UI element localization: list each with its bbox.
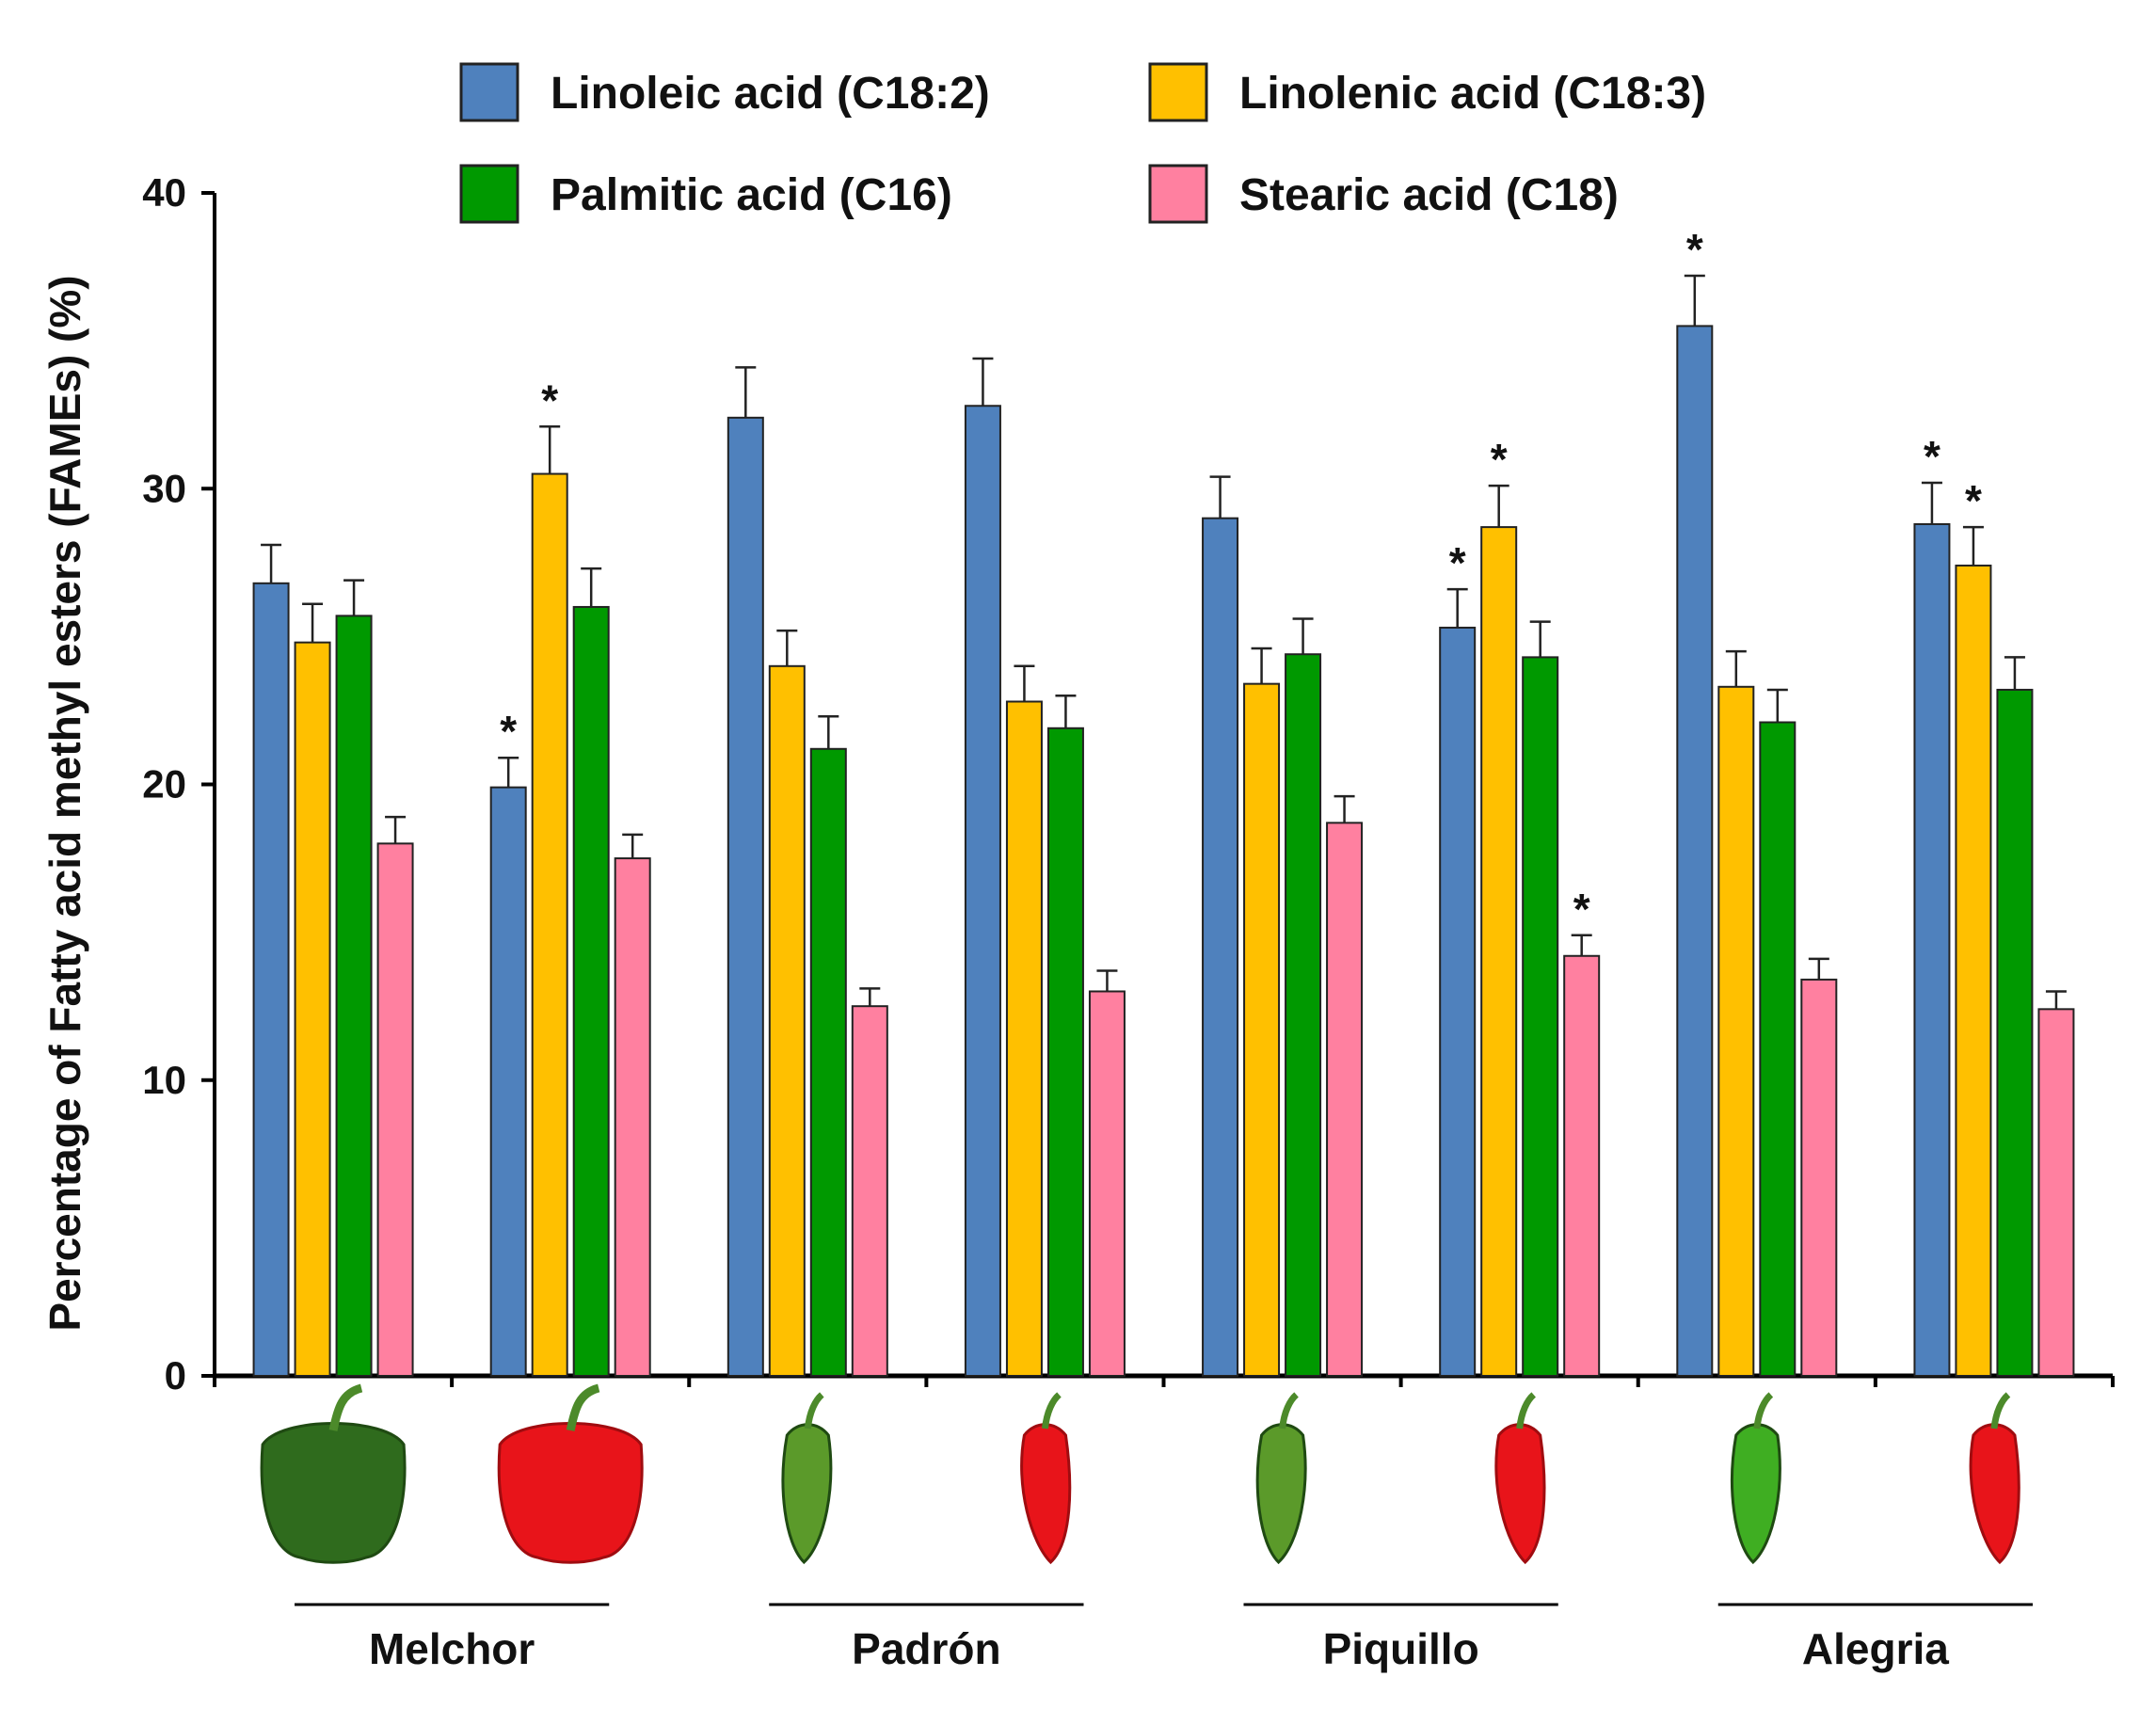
pepper-stem xyxy=(328,1383,363,1431)
bar-1-2 xyxy=(489,786,527,1377)
legend-label: Palmitic acid (C16) xyxy=(551,170,952,220)
bar-2-8 xyxy=(1955,564,1992,1377)
bar-1-5 xyxy=(1202,517,1239,1377)
legend-swatch xyxy=(1148,62,1208,122)
bar-2-1 xyxy=(294,641,331,1377)
pepper-stem xyxy=(1516,1392,1537,1430)
bar-1-8 xyxy=(1913,522,1951,1377)
significance-marker: * xyxy=(1449,538,1466,587)
group-label-melchor: Melchor xyxy=(369,1624,535,1673)
bar-1-7 xyxy=(1676,325,1714,1378)
bar-3-6 xyxy=(1522,656,1559,1377)
y-tick-label: 40 xyxy=(142,170,186,215)
bar-1-4 xyxy=(964,405,1001,1377)
group-label-alegria: Alegria xyxy=(1802,1624,1949,1673)
significance-marker: * xyxy=(1924,432,1940,481)
y-tick-label: 10 xyxy=(142,1058,186,1102)
pepper-stem xyxy=(1753,1392,1774,1430)
legend-swatch xyxy=(1148,164,1208,224)
bar-1-3 xyxy=(727,416,764,1377)
red-piquillo-pepper-image xyxy=(1494,1423,1546,1565)
bar-3-2 xyxy=(572,605,610,1377)
bar-2-7 xyxy=(1717,685,1755,1377)
legend-swatch xyxy=(459,62,519,122)
bar-4-1 xyxy=(376,842,414,1377)
pepper-stem xyxy=(1041,1392,1062,1430)
y-tick-label: 20 xyxy=(142,762,186,807)
bar-4-7 xyxy=(1800,978,1838,1378)
bar-2-6 xyxy=(1480,526,1518,1377)
y-axis-title: Percentage of Fatty acid methyl esters (… xyxy=(40,275,89,1331)
significance-marker: * xyxy=(1573,885,1590,934)
green-bell-pepper-image xyxy=(260,1422,407,1564)
bar-1-1 xyxy=(252,582,290,1377)
bar-4-3 xyxy=(851,1005,888,1377)
bar-4-6 xyxy=(1563,954,1601,1377)
bar-4-4 xyxy=(1088,990,1126,1377)
red-alegria-pepper-image xyxy=(1969,1423,2020,1565)
bar-1-6 xyxy=(1439,626,1477,1377)
pepper-stem xyxy=(566,1383,600,1431)
legend-label: Stearic acid (C18) xyxy=(1239,170,1619,220)
significance-marker: * xyxy=(541,375,558,424)
pepper-stem xyxy=(804,1392,824,1430)
bar-3-4 xyxy=(1046,727,1084,1377)
bar-3-8 xyxy=(1996,688,2034,1377)
red-padrón-pepper-image xyxy=(1020,1423,1072,1565)
significance-marker: * xyxy=(500,707,517,756)
bar-4-8 xyxy=(2037,1008,2075,1377)
legend-label: Linoleic acid (C18:2) xyxy=(551,69,990,119)
group-label-piquillo: Piquillo xyxy=(1323,1624,1479,1673)
group-label-padrón: Padrón xyxy=(852,1624,1000,1673)
bar-3-3 xyxy=(809,747,847,1377)
legend-swatch xyxy=(459,164,519,224)
significance-marker: * xyxy=(1491,435,1508,484)
bar-3-7 xyxy=(1759,721,1797,1377)
pepper-stem xyxy=(1990,1392,2011,1430)
bar-4-5 xyxy=(1326,822,1364,1377)
bar-2-5 xyxy=(1243,682,1281,1377)
bar-4-2 xyxy=(614,857,651,1377)
y-tick-label: 30 xyxy=(142,466,186,510)
bar-3-5 xyxy=(1285,653,1322,1377)
significance-marker: * xyxy=(1965,476,1982,525)
pepper-stem xyxy=(1279,1392,1299,1430)
green-padrón-pepper-image xyxy=(781,1423,833,1565)
significance-marker: * xyxy=(1686,225,1703,274)
y-tick-label: 0 xyxy=(165,1353,186,1398)
green-piquillo-pepper-image xyxy=(1255,1423,1307,1565)
legend-label: Linolenic acid (C18:3) xyxy=(1239,69,1706,119)
bar-2-2 xyxy=(531,472,568,1378)
bar-2-3 xyxy=(768,664,806,1377)
bar-2-4 xyxy=(1005,700,1043,1377)
red-bell-pepper-image xyxy=(497,1422,644,1564)
green-alegria-pepper-image xyxy=(1731,1423,1781,1565)
bar-3-1 xyxy=(335,615,373,1377)
